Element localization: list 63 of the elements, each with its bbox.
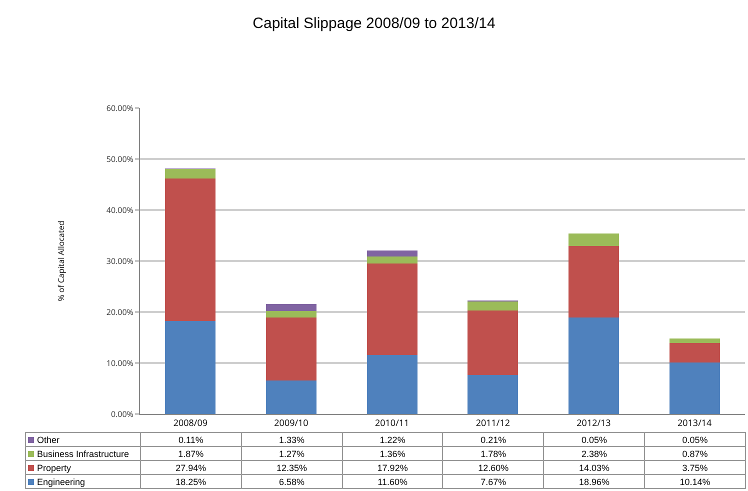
x-tick-label: 2009/10 <box>274 416 308 429</box>
bar <box>468 310 518 375</box>
data-label: 11.60% <box>342 474 443 488</box>
bar <box>366 263 418 355</box>
bar <box>669 343 720 362</box>
data-label: 0.87% <box>644 446 746 460</box>
y-tick-label: 60.00% <box>106 102 134 114</box>
bar <box>468 302 518 311</box>
y-tick-label: 10.00% <box>106 358 134 369</box>
bar <box>266 304 316 311</box>
legend-label: Other <box>37 434 60 444</box>
data-label: 1.33% <box>241 432 342 446</box>
data-label: 0.05% <box>644 432 746 446</box>
data-label: 3.75% <box>644 460 746 474</box>
x-tick-label: 2008/09 <box>173 416 208 429</box>
data-label: 1.87% <box>140 446 242 460</box>
x-tick-label: 2013/14 <box>677 416 712 429</box>
x-tick-label: 2010/11 <box>374 416 410 429</box>
data-label: 12.60% <box>442 460 544 474</box>
y-tick-label: 40.00% <box>106 204 134 216</box>
bar <box>165 178 216 321</box>
bar <box>366 250 418 257</box>
data-label: 7.67% <box>442 474 544 488</box>
data-label: 12.35% <box>241 460 342 474</box>
bar <box>266 317 316 380</box>
data-label: 1.36% <box>342 446 443 460</box>
bar <box>568 246 619 318</box>
y-tick-label: 20.00% <box>106 306 134 318</box>
data-label: 27.94% <box>140 460 242 474</box>
data-label: 1.22% <box>342 432 443 446</box>
bar <box>266 380 316 414</box>
y-tick-label: 0.00% <box>110 408 134 420</box>
bar <box>165 168 216 178</box>
data-label: 14.03% <box>544 460 645 474</box>
bar <box>669 338 720 344</box>
bar <box>568 317 619 414</box>
data-label: 6.58% <box>241 474 342 488</box>
bar <box>366 256 418 264</box>
bar <box>568 234 619 246</box>
bar <box>266 310 316 318</box>
y-tick-label: 30.00% <box>106 256 134 267</box>
data-label: 1.78% <box>442 446 544 460</box>
bar <box>366 354 418 414</box>
legend-label: Engineering <box>37 476 86 486</box>
data-label: 18.25% <box>140 474 242 488</box>
data-label: 0.11% <box>140 432 242 446</box>
data-label: 1.27% <box>241 446 342 460</box>
data-label: 10.14% <box>644 474 746 488</box>
data-label: 2.38% <box>544 446 645 460</box>
legend-label: Property <box>37 462 72 472</box>
bar <box>669 362 720 414</box>
legend-label: Business Infrastructure <box>37 448 130 458</box>
y-tick-label: 50.00% <box>106 154 134 165</box>
data-label: 18.96% <box>544 474 645 488</box>
chart-title: Capital Slippage 2008/09 to 2013/14 <box>252 14 496 32</box>
data-label: 0.21% <box>442 432 544 446</box>
x-tick-label: 2011/12 <box>476 416 510 429</box>
data-label: 17.92% <box>342 460 443 474</box>
data-label: 0.05% <box>544 432 645 446</box>
x-tick-label: 2012/13 <box>576 416 611 429</box>
bar <box>468 374 518 414</box>
y-axis-title: % of Capital Allocated <box>56 220 68 302</box>
bar <box>165 320 216 414</box>
